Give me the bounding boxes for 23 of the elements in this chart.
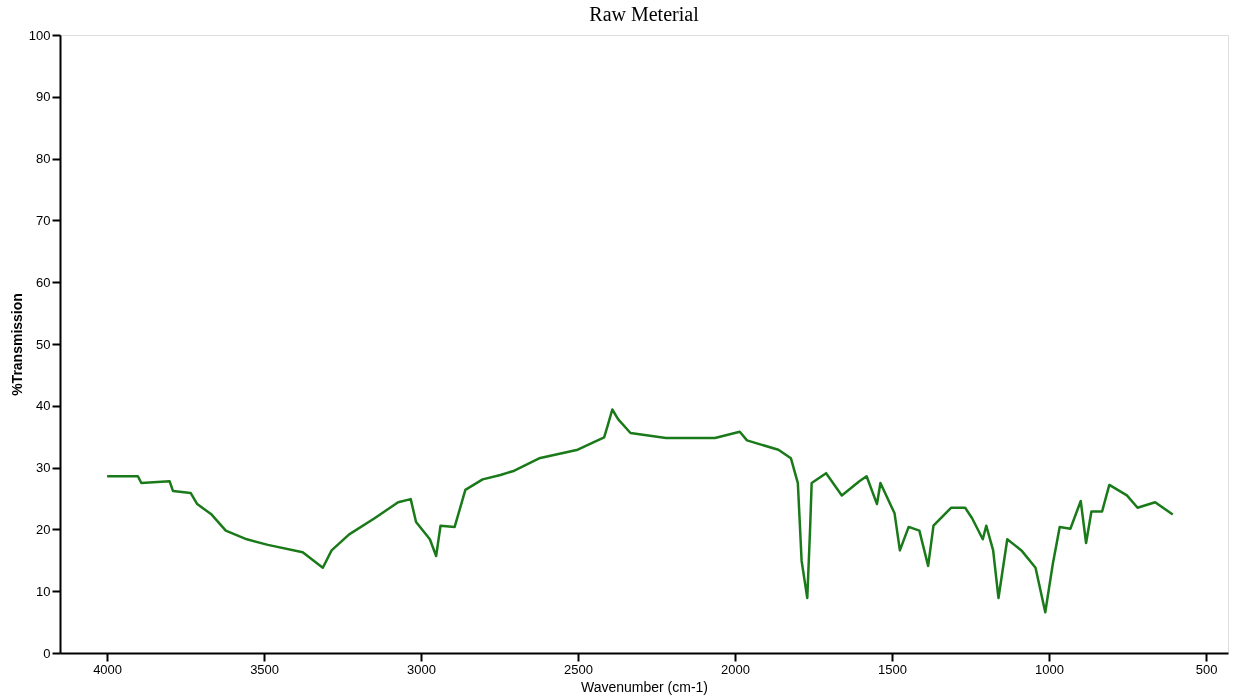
- y-tick-label: 60: [36, 274, 51, 290]
- y-tick-label: 20: [36, 521, 51, 537]
- y-tick-label: 100: [28, 27, 51, 43]
- x-tick-label: 500: [1195, 661, 1218, 677]
- y-tick-label: 50: [36, 336, 51, 352]
- x-tick-label: 4000: [93, 661, 123, 677]
- y-tick-label: 10: [36, 583, 51, 599]
- line-series: [105, 408, 1174, 614]
- x-tick-label: 1000: [1035, 661, 1064, 677]
- y-tick-label: 90: [36, 89, 51, 105]
- x-tick-label: 1500: [878, 661, 907, 677]
- y-tick-label: 70: [36, 212, 51, 228]
- x-tick-label: 2000: [721, 661, 751, 677]
- x-tick-label: 2500: [564, 661, 594, 677]
- y-tick-label: 0: [43, 645, 51, 661]
- y-tick-label: 30: [36, 460, 51, 476]
- x-tick-label: 3000: [407, 661, 437, 677]
- x-tick-label: 3500: [250, 661, 280, 677]
- chart-title: Raw Meterial: [589, 3, 700, 25]
- y-axis-title: %Transmission: [8, 293, 25, 396]
- y-tick-label: 40: [36, 398, 51, 414]
- x-axis-title: Wavenumber (cm-1): [580, 678, 709, 695]
- y-tick-label: 80: [36, 151, 51, 167]
